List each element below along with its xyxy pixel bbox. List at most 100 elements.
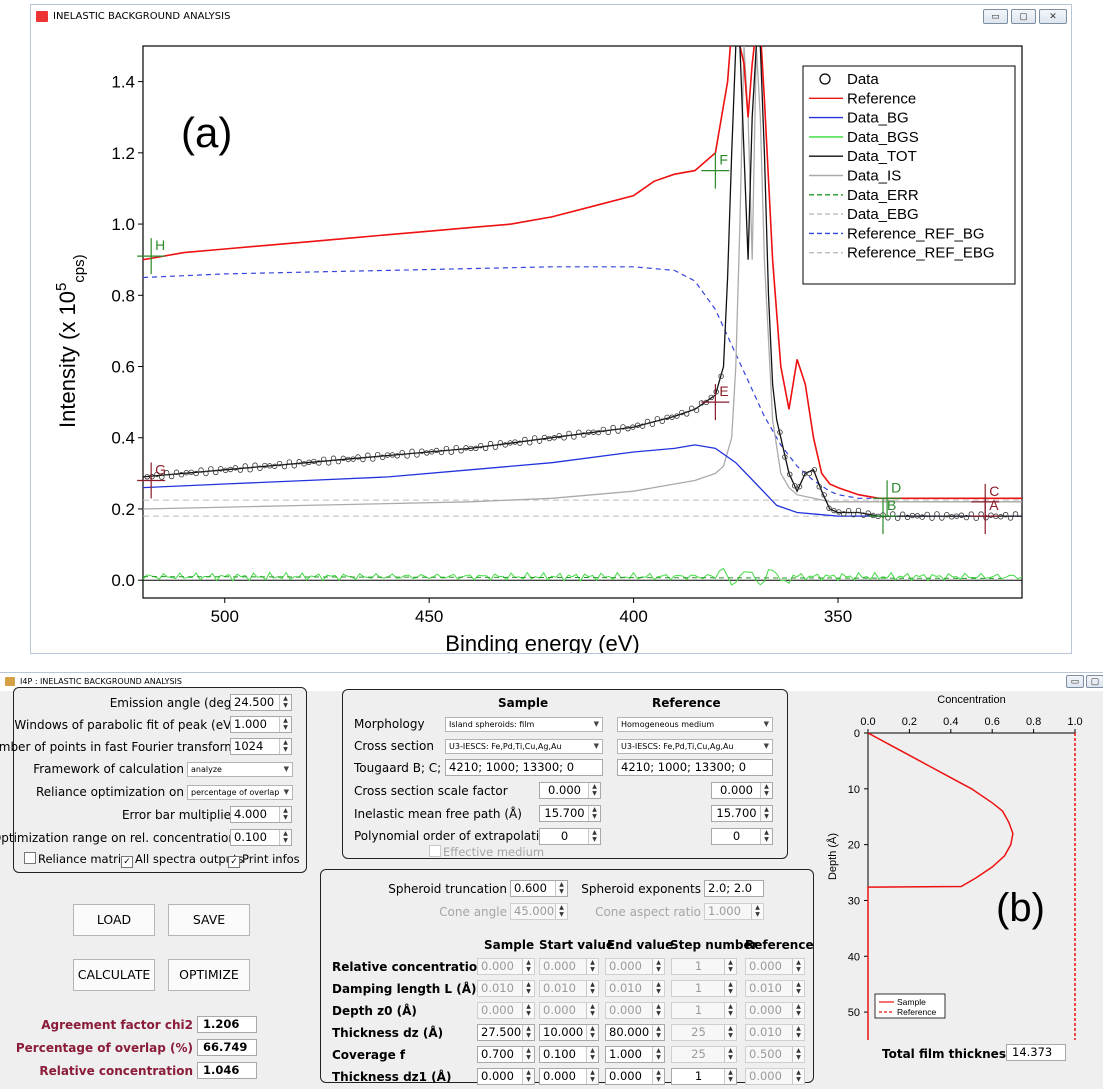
- emission-angle-field[interactable]: 24.500 ▲ ▼: [230, 694, 292, 711]
- spin-arrows-icon[interactable]: ▲ ▼: [522, 1025, 534, 1040]
- reference-morphology-select[interactable]: Homogeneous medium ▼: [617, 717, 773, 732]
- spin-arrows-icon[interactable]: ▲ ▼: [652, 1003, 664, 1018]
- spin-arrows-icon[interactable]: ▲ ▼: [792, 1025, 804, 1040]
- save-button[interactable]: SAVE: [168, 904, 250, 936]
- spin-arrows-icon[interactable]: ▲ ▼: [792, 1047, 804, 1062]
- geom-cell-field[interactable]: 1.000 ▲ ▼: [605, 1046, 665, 1063]
- geom-cell-field[interactable]: 0.100 ▲ ▼: [539, 1046, 599, 1063]
- sample-tougaard-input[interactable]: 4210; 1000; 13300; 0: [445, 759, 603, 776]
- errorbar-field[interactable]: 4.000 ▲ ▼: [230, 806, 292, 823]
- spin-arrows-icon[interactable]: ▲ ▼: [792, 1069, 804, 1084]
- spin-arrows-icon[interactable]: ▲ ▼: [588, 829, 600, 844]
- calculate-button[interactable]: CALCULATE: [73, 959, 155, 991]
- spin-arrows-icon[interactable]: ▲ ▼: [522, 1003, 534, 1018]
- spin-arrows-icon[interactable]: ▲ ▼: [586, 959, 598, 974]
- sample-poly-order-field[interactable]: 0 ▲ ▼: [539, 828, 601, 845]
- geom-cell-field[interactable]: 0.010 ▲ ▼: [605, 980, 665, 997]
- geom-cell-field[interactable]: 0.700 ▲ ▼: [477, 1046, 535, 1063]
- reliance-select[interactable]: percentage of overlap ▼: [187, 785, 293, 800]
- geom-cell-field[interactable]: 0.000 ▲ ▼: [745, 958, 805, 975]
- spin-arrows-icon[interactable]: ▲ ▼: [522, 981, 534, 996]
- load-button[interactable]: LOAD: [73, 904, 155, 936]
- spheroid-truncation-field[interactable]: 0.600 ▲ ▼: [510, 880, 568, 897]
- geom-cell-field[interactable]: 0.000 ▲ ▼: [539, 1068, 599, 1085]
- spin-arrows-icon[interactable]: ▲ ▼: [792, 1003, 804, 1018]
- effective-medium-checkbox[interactable]: Effective medium: [429, 845, 544, 859]
- spin-arrows-icon[interactable]: ▲ ▼: [586, 1025, 598, 1040]
- spin-arrows-icon[interactable]: ▲ ▼: [522, 959, 534, 974]
- framework-select[interactable]: analyze ▼: [187, 762, 293, 777]
- sample-cross-section-select[interactable]: U3-IESCS: Fe,Pd,Ti,Cu,Ag,Au ▼: [445, 739, 603, 754]
- geom-cell-field[interactable]: 0.000 ▲ ▼: [539, 958, 599, 975]
- reference-tougaard-input[interactable]: 4210; 1000; 13300; 0: [617, 759, 773, 776]
- geom-cell-field[interactable]: 0.010 ▲ ▼: [745, 980, 805, 997]
- spin-arrows-icon[interactable]: ▲ ▼: [652, 1025, 664, 1040]
- concentration-profile-plot[interactable]: Concentration 0.0 0.2 0.4 0.6 0.8 1.0 0 10 20 30 40…: [824, 691, 1099, 1063]
- spin-arrows-icon[interactable]: ▲ ▼: [555, 904, 567, 919]
- spin-arrows-icon[interactable]: ▲ ▼: [760, 829, 772, 844]
- spin-arrows-icon[interactable]: ▲ ▼: [279, 830, 291, 845]
- spin-arrows-icon[interactable]: ▲ ▼: [586, 1069, 598, 1084]
- minimize-button-2[interactable]: ▭: [1066, 675, 1084, 688]
- spin-arrows-icon[interactable]: ▲ ▼: [652, 981, 664, 996]
- geom-cell-field[interactable]: 0.000 ▲ ▼: [477, 958, 535, 975]
- geom-cell-field[interactable]: 0.000 ▲ ▼: [605, 1068, 665, 1085]
- optimize-button[interactable]: OPTIMIZE: [168, 959, 250, 991]
- spin-arrows-icon[interactable]: ▲ ▼: [279, 717, 291, 732]
- geom-cell-field[interactable]: 0.000 ▲ ▼: [605, 958, 665, 975]
- spin-arrows-icon[interactable]: ▲ ▼: [279, 695, 291, 710]
- geom-cell-field[interactable]: 10.000 ▲ ▼: [539, 1024, 599, 1041]
- geom-cell-field[interactable]: 1 ▲ ▼: [671, 1002, 737, 1019]
- spin-arrows-icon[interactable]: ▲ ▼: [586, 1047, 598, 1062]
- spin-arrows-icon[interactable]: ▲ ▼: [652, 1069, 664, 1084]
- spin-arrows-icon[interactable]: ▲ ▼: [760, 783, 772, 798]
- geom-cell-field[interactable]: 0.000 ▲ ▼: [477, 1068, 535, 1085]
- geom-cell-field[interactable]: 0.010 ▲ ▼: [477, 980, 535, 997]
- cone-angle-field[interactable]: 45.000 ▲ ▼: [510, 903, 568, 920]
- spin-arrows-icon[interactable]: ▲ ▼: [724, 1047, 736, 1062]
- spin-arrows-icon[interactable]: ▲ ▼: [588, 783, 600, 798]
- spin-arrows-icon[interactable]: ▲ ▼: [652, 1047, 664, 1062]
- maximize-button[interactable]: ▢: [1011, 9, 1036, 24]
- fft-points-field[interactable]: 1024 ▲ ▼: [230, 738, 292, 755]
- minimize-button[interactable]: ▭: [983, 9, 1008, 24]
- spin-arrows-icon[interactable]: ▲ ▼: [522, 1069, 534, 1084]
- spin-arrows-icon[interactable]: ▲ ▼: [724, 981, 736, 996]
- geom-cell-field[interactable]: 0.010 ▲ ▼: [745, 1024, 805, 1041]
- close-button[interactable]: ✕: [1039, 9, 1067, 24]
- reference-cross-section-select[interactable]: U3-IESCS: Fe,Pd,Ti,Cu,Ag,Au ▼: [617, 739, 773, 754]
- geom-cell-field[interactable]: 1 ▲ ▼: [671, 958, 737, 975]
- spin-arrows-icon[interactable]: ▲ ▼: [588, 806, 600, 821]
- geom-cell-field[interactable]: 1 ▲ ▼: [671, 980, 737, 997]
- geom-cell-field[interactable]: 80.000 ▲ ▼: [605, 1024, 665, 1041]
- geom-cell-field[interactable]: 25 ▲ ▼: [671, 1046, 737, 1063]
- reference-poly-order-field[interactable]: 0 ▲ ▼: [711, 828, 773, 845]
- parabolic-window-field[interactable]: 1.000 ▲ ▼: [230, 716, 292, 733]
- geom-cell-field[interactable]: 0.000 ▲ ▼: [745, 1002, 805, 1019]
- cone-aspect-field[interactable]: 1.000 ▲ ▼: [704, 903, 764, 920]
- spin-arrows-icon[interactable]: ▲ ▼: [279, 807, 291, 822]
- reliance-matrix-checkbox[interactable]: Reliance matrix: [24, 852, 128, 866]
- spin-arrows-icon[interactable]: ▲ ▼: [586, 1003, 598, 1018]
- geom-cell-field[interactable]: 1 ▲ ▼: [671, 1068, 737, 1085]
- spin-arrows-icon[interactable]: ▲ ▼: [751, 904, 763, 919]
- spin-arrows-icon[interactable]: ▲ ▼: [586, 981, 598, 996]
- spin-arrows-icon[interactable]: ▲ ▼: [724, 1025, 736, 1040]
- print-infos-checkbox[interactable]: ✓ Print infos: [228, 852, 300, 868]
- spin-arrows-icon[interactable]: ▲ ▼: [522, 1047, 534, 1062]
- geom-cell-field[interactable]: 0.010 ▲ ▼: [539, 980, 599, 997]
- geom-cell-field[interactable]: 0.500 ▲ ▼: [745, 1046, 805, 1063]
- all-spectra-checkbox[interactable]: ✓ All spectra outputs: [121, 852, 243, 868]
- sample-imfp-field[interactable]: 15.700 ▲ ▼: [539, 805, 601, 822]
- geom-cell-field[interactable]: 25 ▲ ▼: [671, 1024, 737, 1041]
- spectrum-plot[interactable]: 0.0 0.2 0.4 0.6 0.8 1.0 1.2 1.4 500 450 400 350 Bind…: [31, 5, 1071, 653]
- geom-cell-field[interactable]: 0.000 ▲ ▼: [477, 1002, 535, 1019]
- spheroid-exponents-input[interactable]: 2.0; 2.0: [704, 880, 764, 897]
- spin-arrows-icon[interactable]: ▲ ▼: [792, 959, 804, 974]
- sample-morphology-select[interactable]: Island spheroids: film ▼: [445, 717, 603, 732]
- spin-arrows-icon[interactable]: ▲ ▼: [279, 739, 291, 754]
- reference-imfp-field[interactable]: 15.700 ▲ ▼: [711, 805, 773, 822]
- spin-arrows-icon[interactable]: ▲ ▼: [555, 881, 567, 896]
- geom-cell-field[interactable]: 27.500 ▲ ▼: [477, 1024, 535, 1041]
- sample-scale-factor-field[interactable]: 0.000 ▲ ▼: [539, 782, 601, 799]
